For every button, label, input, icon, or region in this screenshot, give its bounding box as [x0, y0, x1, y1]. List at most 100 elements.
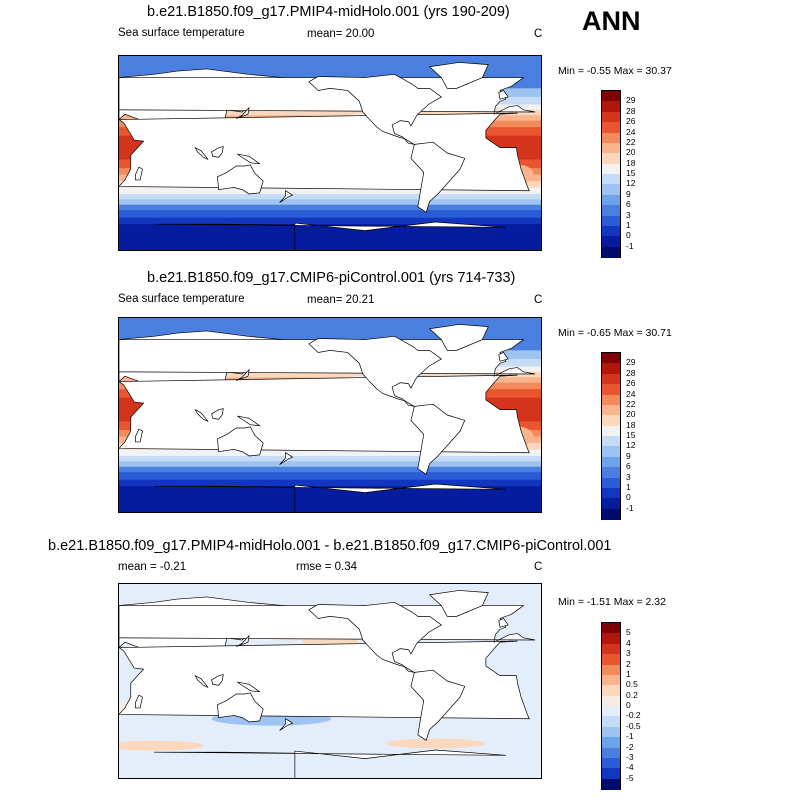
colorbar-box	[602, 674, 620, 686]
colorbar-box	[602, 163, 620, 175]
colorbar-box	[602, 436, 620, 447]
landmass-uk	[498, 90, 509, 100]
colorbar-tick-label: 24	[626, 388, 636, 399]
colorbar-box	[602, 394, 620, 406]
min-max-label: Min = -1.51 Max = 2.32	[558, 596, 666, 608]
colorbar-box	[602, 194, 620, 206]
colorbar-box	[602, 633, 620, 645]
sst-band	[119, 486, 541, 512]
landmass-madagascar	[135, 166, 143, 181]
colorbar-box	[602, 757, 620, 769]
colorbar-box	[602, 467, 620, 478]
colorbar-box	[602, 477, 620, 489]
unit-label: C	[534, 28, 543, 40]
landmass-uk	[498, 618, 509, 628]
colorbar-tick-label: 29	[626, 95, 636, 106]
colorbar-box	[602, 122, 620, 133]
colorbar-tick-label: 0	[626, 492, 631, 503]
landmass-sumatra	[194, 408, 209, 422]
colorbar-tick-label: -2	[626, 741, 634, 752]
sst-band	[119, 199, 541, 206]
colorbar	[601, 90, 621, 258]
colorbar-box	[602, 768, 620, 780]
landmass-n_america	[308, 601, 443, 673]
landmass-borneo	[211, 146, 224, 158]
colorbar-tick-label: 26	[626, 378, 636, 389]
colorbar-box	[602, 404, 620, 416]
colorbar-box	[602, 174, 620, 185]
colorbar-box	[602, 508, 620, 520]
colorbar-box	[602, 456, 620, 468]
colorbar-tick-label: 0	[626, 700, 631, 710]
sst-band	[119, 187, 541, 195]
sst-band	[119, 461, 541, 468]
colorbar-tick-label: 18	[626, 157, 636, 168]
mean-label: mean= 20.21	[307, 294, 375, 306]
colorbar-tick-label: 1	[626, 219, 631, 230]
landmass-sumatra	[194, 674, 209, 688]
colorbar-box	[602, 236, 620, 248]
colorbar-box	[602, 778, 620, 790]
min-max-label: Min = -0.55 Max = 30.37	[558, 65, 672, 77]
landmass-africa	[119, 374, 530, 454]
colorbar-tick-label: 4	[626, 637, 631, 648]
colorbar-box	[602, 498, 620, 510]
panel-title: b.e21.B1850.f09_g17.PMIP4-midHolo.001 (y…	[147, 4, 510, 20]
colorbar-box	[602, 132, 620, 144]
colorbar-box	[602, 184, 620, 196]
variable-label: Sea surface temperature	[118, 293, 245, 305]
colorbar-box	[602, 91, 620, 102]
landmass-nz	[279, 452, 294, 465]
landmass-s_america	[410, 403, 466, 475]
colorbar-box	[602, 706, 620, 717]
colorbar-tick-label: 0.5	[626, 679, 638, 690]
colorbar-box	[602, 747, 620, 759]
colorbar-tick-label: -0.2	[626, 710, 641, 721]
mean-label: mean= 20.00	[307, 28, 375, 40]
landmass-antarctica	[154, 221, 506, 250]
landmass-antarctica	[154, 749, 506, 778]
colorbar-tick-label: 22	[626, 398, 636, 409]
colorbar-tick-label: 20	[626, 409, 636, 420]
sst-band	[119, 109, 541, 116]
colorbar-box	[602, 246, 620, 258]
sst-band	[119, 449, 541, 457]
landmass-borneo	[211, 674, 224, 686]
landmass-new_guinea	[237, 681, 261, 693]
colorbar-tick-label: 28	[626, 367, 636, 378]
unit-label: C	[534, 561, 543, 573]
landmass-borneo	[211, 408, 224, 420]
colorbar	[601, 352, 621, 520]
colorbar-box	[602, 643, 620, 655]
landmass-n_america	[308, 73, 443, 145]
colorbar-box	[602, 716, 620, 728]
diff-warm	[119, 740, 204, 751]
landmass-s_america	[410, 141, 466, 213]
colorbar-box	[602, 737, 620, 748]
colorbar-box	[602, 111, 620, 123]
colorbar-box	[602, 654, 620, 665]
colorbar-tick-label: 0	[626, 230, 631, 241]
colorbar-box	[602, 384, 620, 395]
unit-label: C	[534, 294, 543, 306]
colorbar-tick-label: 12	[626, 440, 636, 451]
landmass-greenland	[428, 62, 489, 89]
landmass-greenland	[428, 590, 489, 617]
panel-title: b.e21.B1850.f09_g17.PMIP4-midHolo.001 - …	[48, 538, 612, 554]
colorbar-tick-label: 3	[626, 209, 631, 220]
sst-band	[119, 193, 541, 200]
colorbar-tick-label: 0.2	[626, 689, 638, 700]
colorbar-tick-label: 28	[626, 105, 636, 116]
colorbar-box	[602, 142, 620, 154]
colorbar-tick-label: 29	[626, 357, 636, 368]
colorbar-tick-label: 18	[626, 419, 636, 430]
colorbar-tick-label: 15	[626, 430, 636, 440]
variable-label: Sea surface temperature	[118, 27, 245, 39]
landmass-s_america	[410, 669, 466, 741]
colorbar-tick-label: 6	[626, 461, 631, 472]
landmass-nz	[279, 190, 294, 203]
colorbar-box	[602, 225, 620, 237]
colorbar-tick-label: -5	[626, 772, 634, 783]
panel-difference: b.e21.B1850.f09_g17.PMIP4-midHolo.001 - …	[0, 538, 800, 804]
colorbar-box	[602, 425, 620, 437]
